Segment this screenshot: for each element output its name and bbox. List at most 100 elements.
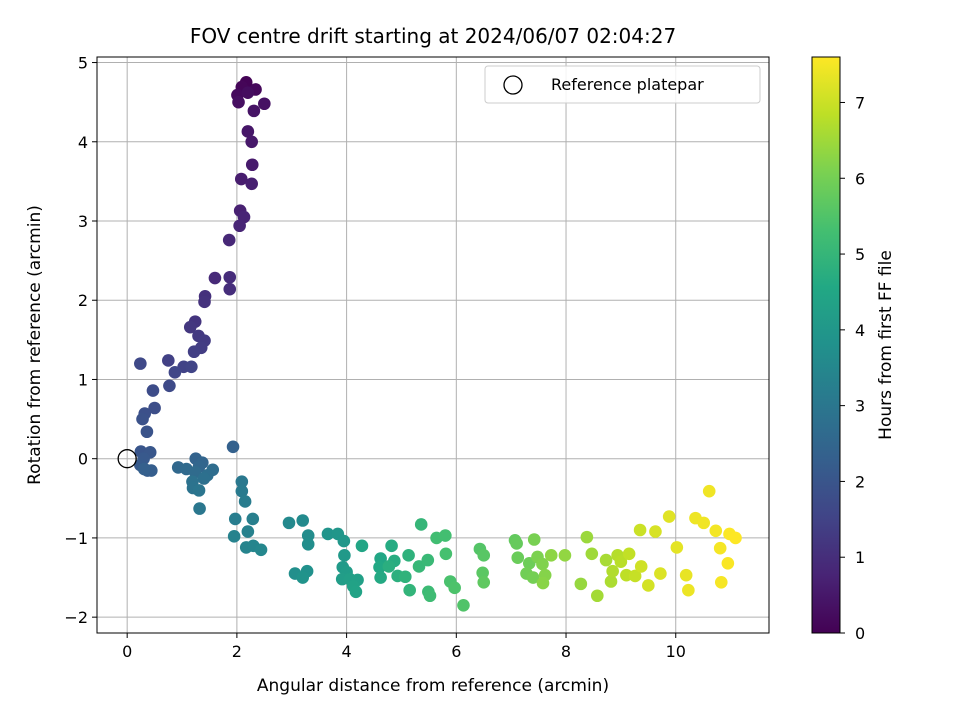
data-point bbox=[193, 502, 206, 515]
data-point bbox=[628, 569, 642, 583]
data-point bbox=[227, 530, 241, 543]
data-point bbox=[403, 583, 416, 597]
data-point bbox=[697, 516, 711, 530]
data-point bbox=[654, 567, 667, 580]
data-point bbox=[580, 530, 594, 544]
data-point bbox=[140, 425, 154, 439]
data-point bbox=[188, 465, 202, 479]
data-point bbox=[448, 581, 461, 595]
colorbar-tick-label: 4 bbox=[855, 321, 865, 340]
data-point bbox=[185, 360, 198, 374]
x-tick-label: 4 bbox=[342, 642, 352, 661]
colorbar: 0 1 2 3 4 5 6 7 Hours from first FF file bbox=[811, 56, 896, 643]
data-point bbox=[296, 514, 310, 527]
data-point bbox=[187, 345, 201, 359]
data-point bbox=[146, 384, 160, 397]
data-point bbox=[439, 529, 452, 542]
data-point bbox=[536, 557, 549, 571]
data-point bbox=[222, 233, 236, 247]
data-point bbox=[226, 440, 240, 454]
data-point bbox=[223, 282, 237, 296]
x-axis-label: Angular distance from reference (arcmin) bbox=[257, 676, 609, 696]
data-point bbox=[713, 541, 727, 555]
data-point bbox=[163, 379, 176, 393]
colorbar-tick-label: 5 bbox=[855, 245, 865, 264]
data-point bbox=[382, 560, 396, 573]
y-tick-label: −1 bbox=[64, 529, 88, 548]
data-point bbox=[301, 537, 315, 551]
data-point bbox=[477, 575, 491, 589]
data-point bbox=[254, 543, 268, 557]
data-point bbox=[729, 531, 742, 545]
data-points bbox=[134, 76, 742, 612]
y-tick-label: 5 bbox=[78, 54, 88, 73]
data-point bbox=[614, 555, 628, 568]
data-point bbox=[338, 549, 351, 562]
data-point bbox=[398, 570, 412, 584]
data-point bbox=[148, 401, 161, 415]
legend-marker bbox=[503, 75, 523, 95]
data-point bbox=[241, 125, 255, 138]
x-tick-label: 0 bbox=[122, 642, 132, 661]
data-point bbox=[536, 576, 550, 590]
data-point bbox=[301, 529, 315, 542]
data-point bbox=[245, 158, 259, 172]
data-point bbox=[599, 553, 613, 567]
data-point bbox=[585, 547, 599, 561]
y-axis-ticks: −2 −1 0 1 2 3 4 5 bbox=[64, 54, 97, 627]
data-point bbox=[137, 462, 151, 476]
data-point bbox=[402, 549, 415, 562]
data-point bbox=[606, 564, 619, 578]
colorbar-tick-label: 2 bbox=[855, 472, 865, 491]
data-point bbox=[544, 549, 558, 562]
colorbar-tick-label: 6 bbox=[855, 169, 865, 188]
y-tick-label: 2 bbox=[78, 291, 88, 310]
data-point bbox=[526, 571, 540, 584]
y-tick-label: 4 bbox=[78, 133, 88, 152]
legend-entry: Reference platepar bbox=[551, 75, 704, 94]
colorbar-tick-label: 1 bbox=[855, 548, 865, 567]
data-point bbox=[511, 551, 525, 565]
chart-title: FOV centre drift starting at 2024/06/07 … bbox=[190, 24, 676, 48]
data-point bbox=[421, 553, 435, 567]
data-point bbox=[192, 484, 206, 497]
data-point bbox=[223, 270, 237, 284]
x-tick-label: 2 bbox=[232, 642, 242, 661]
data-point bbox=[168, 366, 182, 379]
data-point bbox=[282, 516, 296, 530]
data-point bbox=[197, 472, 211, 485]
data-point bbox=[373, 560, 386, 574]
data-point bbox=[321, 527, 335, 541]
plot-frame bbox=[96, 56, 770, 634]
data-point bbox=[527, 533, 541, 546]
data-point bbox=[258, 97, 271, 111]
data-point bbox=[642, 579, 655, 592]
colorbar-ticks: 0 1 2 3 4 5 6 7 bbox=[840, 93, 865, 643]
data-point bbox=[246, 512, 260, 526]
x-tick-label: 8 bbox=[561, 642, 571, 661]
data-point bbox=[337, 534, 351, 548]
data-point bbox=[208, 271, 222, 285]
data-point bbox=[355, 539, 369, 553]
data-point bbox=[183, 320, 197, 334]
x-tick-label: 10 bbox=[666, 642, 686, 661]
data-point bbox=[634, 560, 648, 573]
data-point bbox=[590, 589, 604, 603]
data-point bbox=[702, 484, 716, 498]
colorbar-tick-label: 0 bbox=[855, 624, 865, 643]
data-point bbox=[679, 568, 693, 582]
data-point bbox=[235, 475, 249, 488]
data-point bbox=[238, 495, 252, 508]
colorbar-tick-label: 7 bbox=[855, 93, 865, 112]
legend: Reference platepar bbox=[484, 65, 761, 104]
data-point bbox=[198, 295, 211, 309]
data-point bbox=[385, 539, 398, 553]
data-point bbox=[682, 583, 695, 597]
data-point bbox=[457, 598, 470, 612]
reference-platepar-marker bbox=[117, 449, 137, 469]
data-point bbox=[414, 518, 428, 531]
data-point bbox=[510, 537, 523, 550]
colorbar-tick-label: 3 bbox=[855, 397, 865, 416]
x-tick-label: 6 bbox=[451, 642, 461, 661]
data-point bbox=[622, 547, 636, 561]
